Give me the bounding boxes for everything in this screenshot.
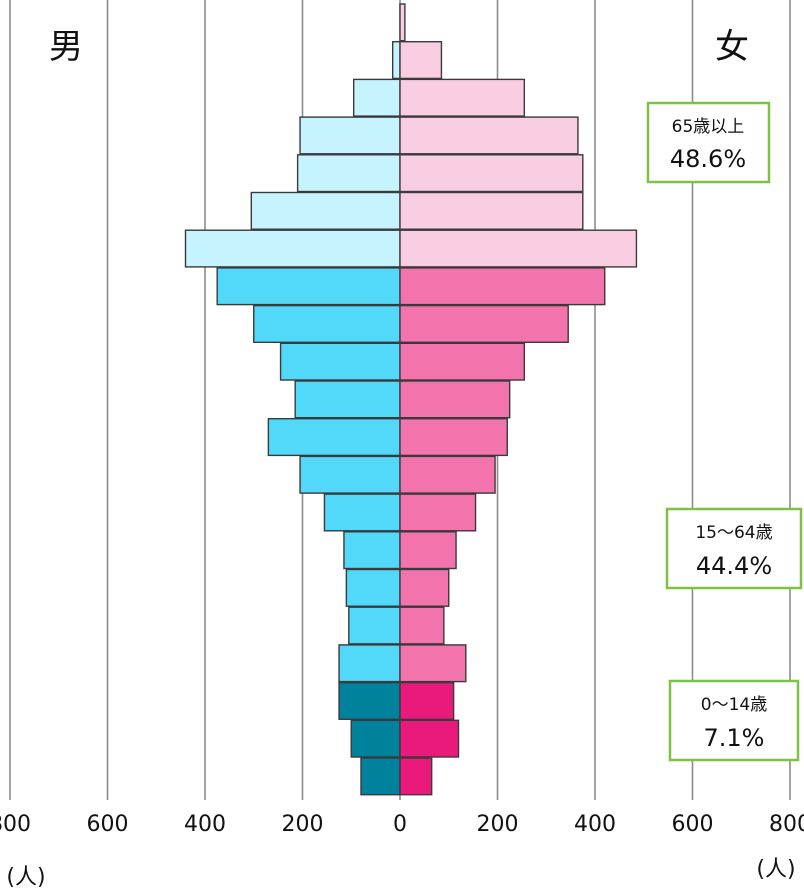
x-tick-labels: 800 600 400 200 0 200 400 600 800	[0, 812, 804, 837]
annotation-0-14-label: 0～14歳	[701, 695, 767, 715]
male-bar	[296, 154, 401, 193]
male-bar	[350, 719, 401, 758]
male-bar	[299, 116, 401, 155]
x-tick-label: 800	[769, 812, 804, 837]
female-bar	[399, 116, 579, 155]
annotation-15-64-box	[665, 507, 803, 590]
female-bar	[399, 531, 457, 570]
female-bar	[399, 191, 584, 230]
female-bar	[399, 719, 460, 758]
female-bar	[399, 455, 496, 494]
female-bar	[399, 418, 508, 457]
x-tick-label: 800	[0, 812, 31, 837]
x-tick-label: 600	[87, 812, 129, 837]
male-bar	[253, 304, 401, 344]
male-bar	[294, 380, 401, 419]
x-tick-label: 400	[574, 812, 616, 837]
x-tick-label: 200	[282, 812, 324, 837]
male-bar	[352, 78, 401, 117]
male-bar	[345, 568, 401, 607]
unit-label-left: (人)	[6, 865, 45, 890]
annotation-15-64: 15～64歳 44.4%	[665, 507, 803, 590]
female-bar	[399, 304, 569, 344]
x-tick-label: 600	[672, 812, 714, 837]
male-bar	[338, 644, 401, 683]
male-bar	[279, 342, 401, 381]
female-bar	[399, 154, 584, 193]
annotation-15-64-label: 15～64歳	[695, 523, 772, 543]
male-bar	[184, 229, 401, 268]
female-bar	[399, 41, 443, 80]
annotation-65-plus-box	[646, 101, 771, 184]
male-bar	[343, 531, 401, 570]
female-bar	[399, 568, 450, 607]
female-bar	[399, 681, 455, 720]
male-bar	[250, 191, 401, 230]
male-bar	[299, 455, 401, 494]
female-bar	[399, 757, 433, 796]
annotation-15-64-value: 44.4%	[696, 552, 772, 580]
female-bar	[399, 644, 467, 683]
unit-label-right: (人)	[756, 857, 795, 882]
female-bar	[399, 606, 445, 645]
annotation-0-14: 0～14歳 7.1%	[668, 679, 800, 762]
male-bar	[267, 418, 401, 457]
male-bar	[360, 757, 401, 796]
x-tick-label: 200	[477, 812, 519, 837]
annotation-0-14-value: 7.1%	[704, 724, 765, 752]
annotation-65-plus-value: 48.6%	[670, 145, 746, 173]
female-bar	[399, 380, 511, 419]
female-bar	[399, 229, 638, 268]
male-label: 男	[49, 27, 83, 67]
x-tick-label: 400	[184, 812, 226, 837]
female-label: 女	[715, 27, 749, 67]
male-bar	[391, 41, 401, 80]
x-tick-label: 0	[393, 812, 407, 837]
male-bar	[348, 606, 401, 645]
annotation-65-plus: 65歳以上 48.6%	[646, 101, 771, 184]
female-bar	[399, 267, 606, 306]
female-bar	[399, 3, 406, 42]
bar-layer	[184, 3, 638, 796]
male-bar	[338, 681, 401, 720]
annotation-0-14-box	[668, 679, 800, 762]
male-bar	[323, 493, 401, 532]
female-bar	[399, 493, 477, 532]
female-bar	[399, 78, 526, 117]
male-bar	[216, 267, 401, 306]
female-bar	[399, 342, 526, 381]
annotation-65-plus-label: 65歳以上	[672, 117, 745, 137]
